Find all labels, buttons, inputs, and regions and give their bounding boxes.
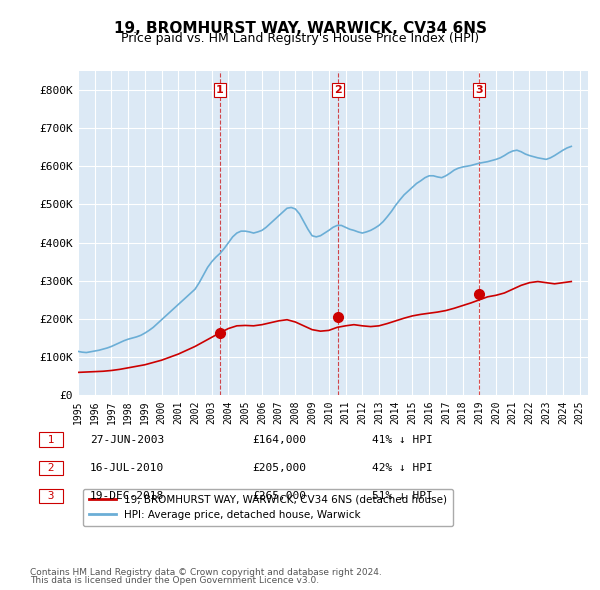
Text: 2: 2 [41, 463, 61, 473]
Text: 1: 1 [216, 85, 224, 95]
Text: 51% ↓ HPI: 51% ↓ HPI [372, 491, 433, 501]
Text: Contains HM Land Registry data © Crown copyright and database right 2024.: Contains HM Land Registry data © Crown c… [30, 568, 382, 577]
Text: 41% ↓ HPI: 41% ↓ HPI [372, 435, 433, 444]
Text: £164,000: £164,000 [252, 435, 306, 444]
Text: 16-JUL-2010: 16-JUL-2010 [90, 463, 164, 473]
Text: £265,000: £265,000 [252, 491, 306, 501]
Text: £205,000: £205,000 [252, 463, 306, 473]
Text: 3: 3 [475, 85, 482, 95]
Text: 27-JUN-2003: 27-JUN-2003 [90, 435, 164, 444]
Text: 19, BROMHURST WAY, WARWICK, CV34 6NS: 19, BROMHURST WAY, WARWICK, CV34 6NS [113, 21, 487, 35]
Text: This data is licensed under the Open Government Licence v3.0.: This data is licensed under the Open Gov… [30, 576, 319, 585]
Text: 1: 1 [41, 435, 61, 444]
Text: 42% ↓ HPI: 42% ↓ HPI [372, 463, 433, 473]
Legend: 19, BROMHURST WAY, WARWICK, CV34 6NS (detached house), HPI: Average price, detac: 19, BROMHURST WAY, WARWICK, CV34 6NS (de… [83, 489, 453, 526]
Text: 3: 3 [41, 491, 61, 501]
Text: 19-DEC-2018: 19-DEC-2018 [90, 491, 164, 501]
Text: 2: 2 [334, 85, 341, 95]
Text: Price paid vs. HM Land Registry's House Price Index (HPI): Price paid vs. HM Land Registry's House … [121, 32, 479, 45]
